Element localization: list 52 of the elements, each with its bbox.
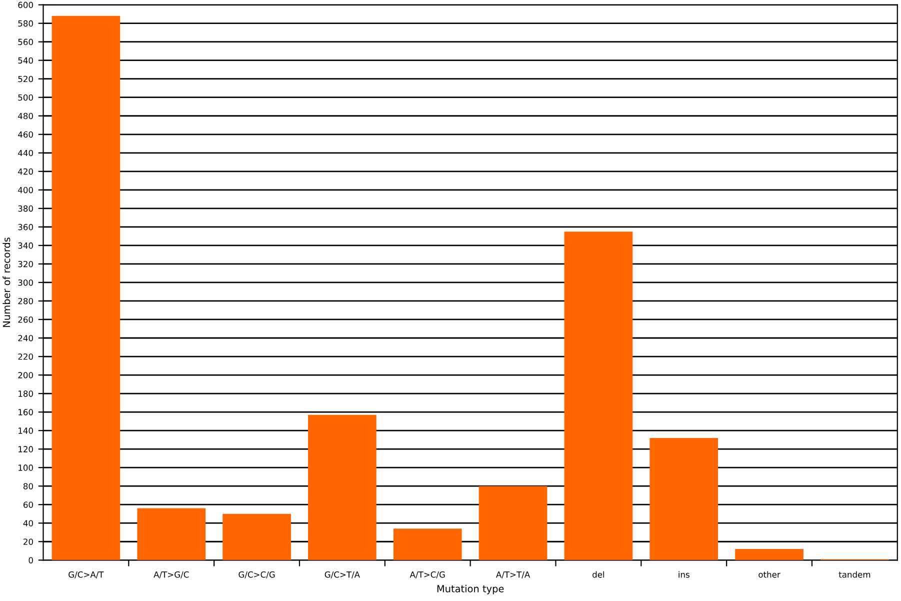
y-tick-label: 20 <box>24 538 33 545</box>
y-tick-label: 420 <box>18 168 33 175</box>
bar <box>478 486 548 560</box>
bar <box>52 16 120 560</box>
x-tick-label: G/C>T/A <box>324 571 360 578</box>
x-tick-label: A/T>T/A <box>496 572 530 578</box>
x-tick-label: tandem <box>838 571 870 578</box>
y-tick-label: 80 <box>23 483 33 490</box>
y-tick-label: 200 <box>18 372 33 378</box>
y-tick-label: 360 <box>18 224 33 230</box>
x-tick-label: other <box>758 571 780 578</box>
y-tick-label: 520 <box>18 76 33 82</box>
y-tick-label: 280 <box>18 298 33 304</box>
bar <box>308 414 376 560</box>
y-tick-label: 380 <box>18 205 33 212</box>
bar <box>650 438 718 560</box>
y-tick-label: 100 <box>18 464 33 471</box>
bar <box>222 514 291 560</box>
x-tick-label: G/C>C/G <box>238 571 275 578</box>
y-tick-label: 580 <box>18 20 33 27</box>
bar <box>137 508 206 560</box>
y-tick-label: 300 <box>18 279 33 286</box>
y-tick-label: 40 <box>23 520 33 526</box>
y-tick-label: 240 <box>18 334 33 342</box>
y-tick-label: 560 <box>18 38 33 46</box>
y-tick-label: 60 <box>24 502 33 508</box>
x-tick-label: del <box>592 571 604 578</box>
y-tick-label: 460 <box>18 131 33 138</box>
x-tick-label: A/T>C/G <box>410 571 445 578</box>
y-tick-label: 160 <box>18 409 33 416</box>
y-tick-label: 600 <box>18 2 33 8</box>
y-tick-label: 500 <box>18 94 33 101</box>
x-tick-label: G/C>A/T <box>68 571 104 578</box>
y-tick-label: 220 <box>18 353 33 360</box>
y-tick-label: 540 <box>18 57 33 64</box>
y-tick-label: 120 <box>18 446 33 452</box>
bar <box>564 232 633 560</box>
bar <box>393 528 462 560</box>
y-tick-label: 180 <box>18 390 33 397</box>
y-tick-label: 480 <box>18 112 33 120</box>
y-tick-label: 340 <box>18 242 33 249</box>
y-tick-label: 320 <box>18 260 33 268</box>
x-axis-title: Mutation type <box>437 584 504 594</box>
bar <box>735 549 804 560</box>
x-tick-label: ins <box>678 571 690 578</box>
y-tick-label: 400 <box>18 186 33 194</box>
y-tick-label: 260 <box>18 316 33 323</box>
y-tick-label: 0 <box>28 557 33 564</box>
x-tick-label: A/T>G/C <box>154 571 189 578</box>
y-tick-label: 140 <box>18 428 33 434</box>
y-tick-label: 440 <box>18 150 33 156</box>
y-axis-title: Number of records <box>2 238 10 327</box>
